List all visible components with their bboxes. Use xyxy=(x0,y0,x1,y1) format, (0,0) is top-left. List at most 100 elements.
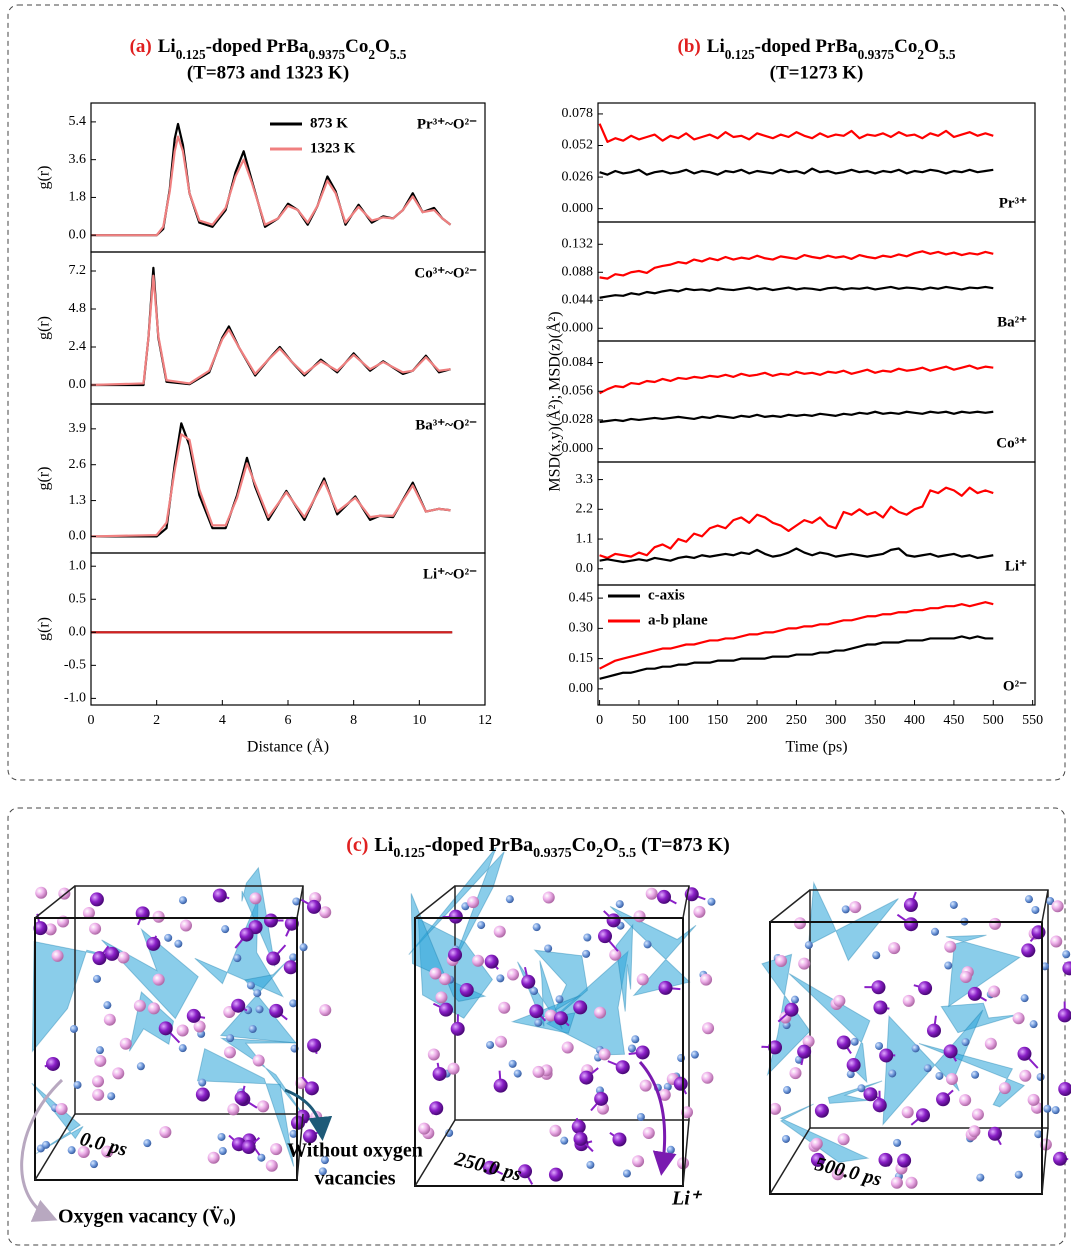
atom xyxy=(594,1006,607,1019)
snapshot xyxy=(31,866,332,1181)
atom xyxy=(289,999,298,1008)
x-tick-label: 550 xyxy=(1022,713,1043,728)
x-tick-label: 350 xyxy=(865,713,886,728)
atom xyxy=(320,1156,329,1165)
atom xyxy=(783,1086,792,1095)
chart-subtitle: (T=873 and 1323 K) xyxy=(187,62,349,83)
snapshot xyxy=(408,847,716,1187)
atom xyxy=(989,917,1002,930)
y-tick-label: 1.0 xyxy=(69,558,87,573)
atom xyxy=(984,1037,997,1050)
atom xyxy=(257,1153,266,1162)
x-tick-label: 50 xyxy=(632,713,646,728)
atom xyxy=(1024,895,1033,904)
atom xyxy=(658,1088,671,1101)
atom xyxy=(863,1087,878,1102)
atom xyxy=(1062,961,1071,976)
atom xyxy=(77,1146,90,1159)
atom xyxy=(532,923,541,932)
y-tick-label: 1.3 xyxy=(69,493,87,508)
atom xyxy=(493,925,506,938)
annotation: Oxygen vacancy (V̈ₒ) xyxy=(58,1205,236,1228)
x-tick-label: 6 xyxy=(285,713,292,728)
atom xyxy=(944,961,953,970)
atom xyxy=(598,1048,611,1061)
atom xyxy=(133,999,146,1012)
atom xyxy=(583,933,592,942)
x-tick-label: 450 xyxy=(943,713,964,728)
atom xyxy=(439,1002,454,1017)
atom xyxy=(246,981,255,990)
atom xyxy=(257,1100,270,1113)
atom xyxy=(226,1034,235,1043)
series-line xyxy=(90,274,451,387)
atom xyxy=(152,973,165,986)
panel-label: (b) xyxy=(678,36,701,57)
arrow xyxy=(638,1061,677,1176)
atom xyxy=(872,1098,887,1113)
atom xyxy=(432,1066,447,1081)
y-tick-label: 0.000 xyxy=(562,320,594,335)
atom xyxy=(174,939,183,948)
panel-frame xyxy=(7,4,1066,781)
atom xyxy=(702,1022,715,1035)
atom xyxy=(107,1092,116,1101)
legend-label: a-b plane xyxy=(648,612,708,628)
ion-label: Pr³⁺~O²⁻ xyxy=(417,116,477,132)
atom xyxy=(987,1126,1002,1141)
y-tick-label: 0.0 xyxy=(576,561,594,576)
atom xyxy=(1020,994,1029,1003)
atom xyxy=(448,909,463,924)
atom xyxy=(579,1070,594,1085)
x-tick-label: 150 xyxy=(707,713,728,728)
atom xyxy=(1057,1008,1071,1023)
atom xyxy=(586,1160,595,1169)
atom xyxy=(849,901,862,914)
x-tick-label: 0 xyxy=(596,713,603,728)
atom xyxy=(542,891,555,904)
atom xyxy=(810,1152,825,1167)
series-line xyxy=(599,250,994,280)
atom xyxy=(959,970,972,983)
atom xyxy=(482,1160,497,1175)
chart-title: (b) Li0.125-doped PrBa0.9375Co2O5.5 xyxy=(678,36,956,61)
atom xyxy=(837,1133,850,1146)
cell-edge xyxy=(414,885,456,919)
atom xyxy=(790,995,799,1004)
atom xyxy=(55,1102,68,1115)
y-tick-label: 0.056 xyxy=(562,383,594,398)
atom xyxy=(636,1112,645,1121)
x-tick-label: 4 xyxy=(219,713,226,728)
atom xyxy=(103,1013,116,1026)
atom xyxy=(158,1021,173,1036)
structure-snapshots xyxy=(31,847,1071,1195)
ion-label: Co³⁺ xyxy=(996,435,1027,451)
atom xyxy=(548,1167,563,1182)
x-tick-label: 400 xyxy=(904,713,925,728)
atom xyxy=(1012,1012,1025,1025)
atom xyxy=(549,1124,562,1137)
atom xyxy=(636,973,649,986)
atom xyxy=(872,951,881,960)
atom xyxy=(594,1091,609,1106)
atom xyxy=(1043,1104,1052,1113)
y-axis-label: g(r) xyxy=(36,467,53,491)
atom xyxy=(1058,1082,1071,1097)
atom xyxy=(67,1146,76,1155)
atom xyxy=(976,1173,985,1182)
atom xyxy=(961,1038,970,1047)
y-tick-label: 0.0 xyxy=(69,227,87,242)
atom xyxy=(89,922,102,935)
atom xyxy=(693,905,706,918)
annotation: Li⁺ xyxy=(671,1188,703,1210)
atom xyxy=(768,1040,783,1055)
atom xyxy=(631,1035,640,1044)
atom xyxy=(635,1045,650,1060)
atom xyxy=(902,994,915,1007)
atom xyxy=(92,1075,105,1088)
polyhedron xyxy=(408,847,505,965)
title: Li0.125-doped PrBa0.9375Co2O5.5 xyxy=(158,36,407,61)
atom xyxy=(304,1081,319,1096)
atom xyxy=(904,917,919,932)
ion-label: Pr³⁺ xyxy=(999,195,1027,211)
